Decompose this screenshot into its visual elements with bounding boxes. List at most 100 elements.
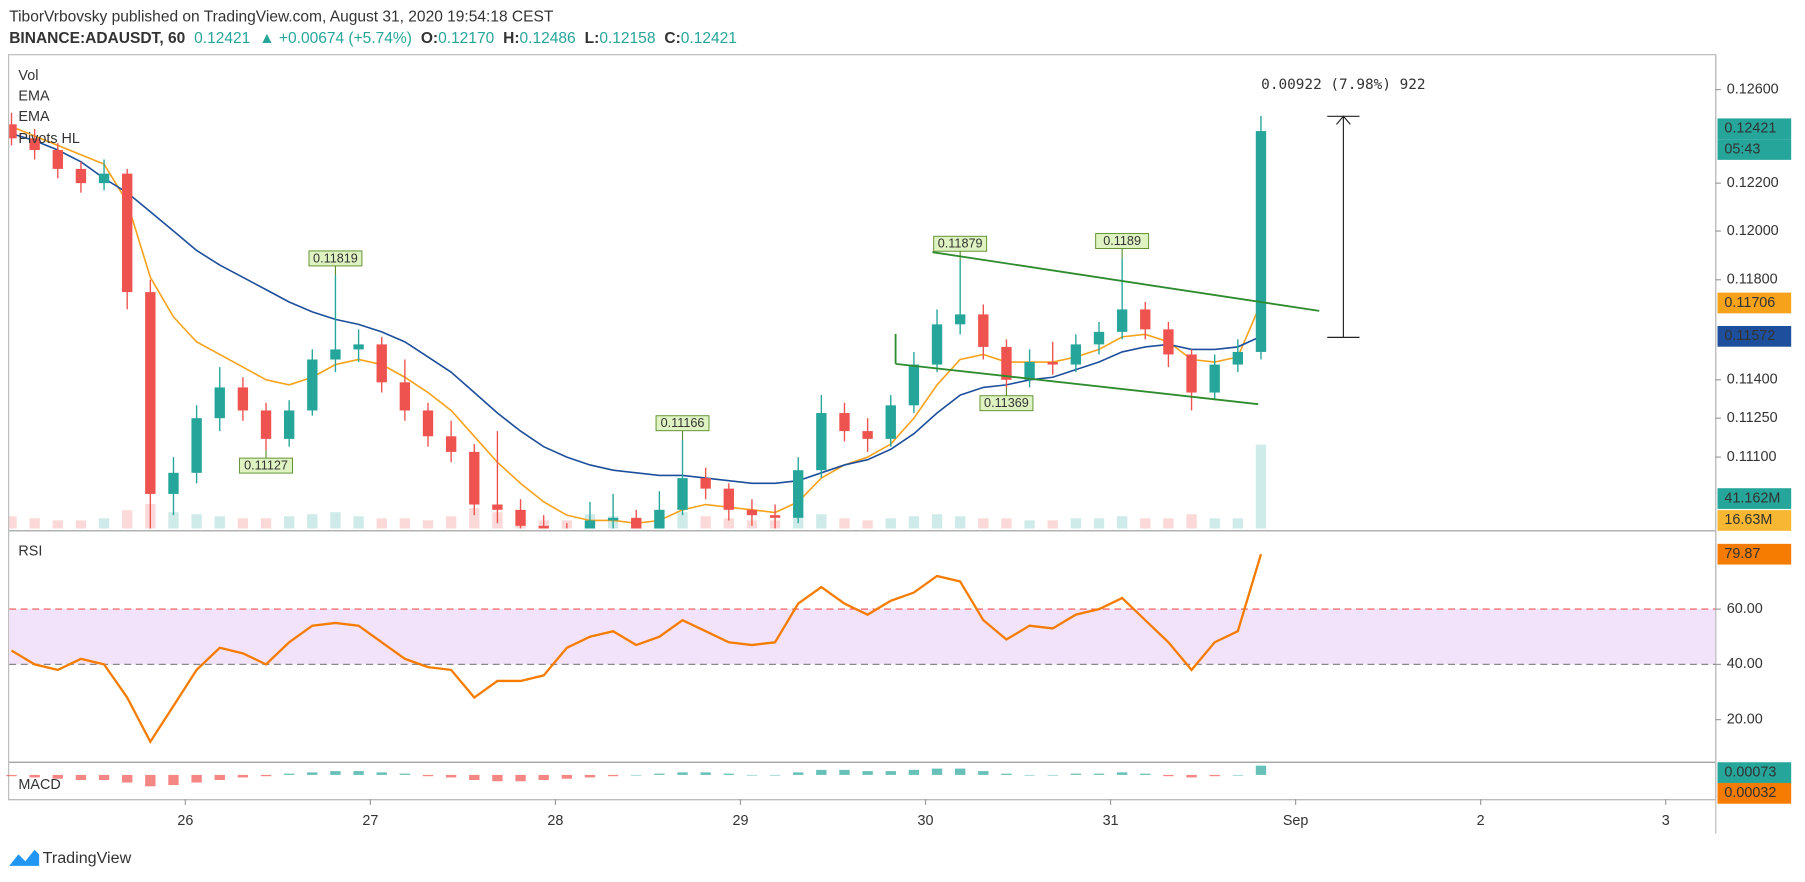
macd-bar [631,774,642,776]
y-tick-label: 0.12600 [1727,81,1779,97]
macd-bar [168,774,179,786]
macd-bar [584,774,596,778]
rsi-band [9,609,1716,665]
y-tick-label: 0.11400 [1727,372,1778,388]
volume-bar [52,520,63,529]
volume-ma-badge-bg [1717,510,1792,531]
macd-bar [954,768,966,775]
candle-body [122,173,133,293]
macd-bar [1047,774,1058,776]
macd-badge-bg [1717,762,1792,783]
volume-bar [469,508,480,529]
volume-bar [75,520,87,529]
pivot-box [979,395,1034,412]
candle-body [723,488,734,510]
volume-bar [168,512,179,529]
brand-logo [9,849,40,866]
macd-bar [214,774,225,780]
candle-body [145,292,156,494]
macd-bar [538,774,549,780]
macd-bar [1001,773,1012,775]
macd-bar [561,774,573,779]
pivot-label: 0.11369 [984,396,1029,410]
candle-body [330,349,341,360]
volume-badge: 41.162M [1724,490,1780,506]
measure-label: 0.00922 (7.98%) 922 [1261,77,1425,93]
pivot-box [239,457,293,474]
macd-bar [1116,772,1128,775]
candle-body [700,478,711,489]
volume-bar [978,518,989,529]
macd-bar [145,774,156,787]
o: 0.12170 [438,30,494,47]
symbol: BINANCE:ADAUSDT, 60 [9,30,185,47]
rsi-tick-label: 40.00 [1727,656,1763,672]
macd-bar [422,774,434,777]
volume-bar [723,518,734,529]
x-tick-label: 29 [732,813,748,829]
macd-bar [191,774,202,783]
macd-bar [122,774,133,783]
candle-body [677,478,688,510]
macd-bar [746,774,758,776]
volume-bar [1163,518,1174,529]
symbol-line: BINANCE:ADAUSDT, 60 0.12421 ▲ +0.00674 (… [9,30,737,47]
candle-body [1232,351,1244,365]
candle-body [862,431,873,439]
volume-bar [1001,518,1012,529]
legend-item: EMA [18,109,50,125]
trend-line [895,362,1259,406]
c-label: C: [664,30,680,47]
candle-body [1209,364,1220,393]
macd-bar [237,774,249,778]
candle-body [191,418,202,473]
candle-body [746,509,758,516]
macd-bar [353,771,364,775]
volume-bar [1047,520,1058,529]
last: 0.12421 [194,30,250,47]
h-label: H: [503,30,519,47]
volume-bar [330,512,341,529]
candle-body [469,451,480,505]
volume-ma-badge: 16.63M [1724,512,1772,528]
macd-bar [654,773,665,775]
macd-bar [98,774,110,780]
candle-body [978,314,989,347]
macd-bar [1232,774,1244,776]
pivot-label: 0.1189 [1103,234,1141,248]
volume-bar [1070,518,1082,529]
y-tick-label: 0.11250 [1727,410,1778,426]
ema-fast-badge: 0.11706 [1724,295,1775,311]
last-price-badge: 0.12421 [1724,121,1776,137]
macd-bar [1163,774,1174,777]
rsi-tick-label: 60.00 [1727,601,1763,617]
l-label: L: [585,30,600,47]
candle-body [214,387,225,419]
volume-bar [1140,518,1151,529]
y-tick-label: 0.12000 [1727,223,1779,239]
macd-bar [492,774,503,782]
candle-body [353,344,364,350]
volume-bar [816,514,827,529]
candle-body [562,537,572,540]
candle-body [492,504,503,510]
candle-body [283,410,295,439]
candle-body [769,515,781,518]
trend-lines [894,251,1320,406]
macd-bar [1255,765,1267,775]
trend-line [932,251,1320,312]
macd-bar [376,772,387,775]
macd-bar [1140,773,1151,775]
rsi-badge-bg [1717,543,1792,565]
candle-body [75,168,87,184]
ema-fast-badge-bg [1717,292,1792,314]
volume-bar [1255,444,1267,529]
candle-body [260,410,272,439]
volume-bar [283,516,295,529]
volume-bar [98,518,110,529]
candle-body [654,509,665,529]
macd-bar [700,772,711,775]
candle-body [168,472,179,494]
volume-bar [677,512,688,529]
